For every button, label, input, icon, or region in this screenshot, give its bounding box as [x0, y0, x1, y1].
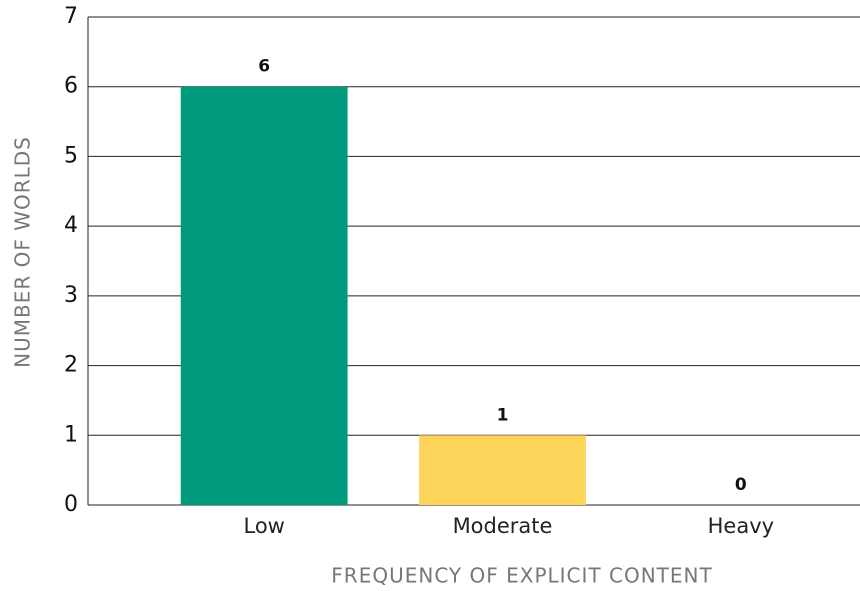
data-label: 1	[497, 405, 509, 425]
x-tick-label: Low	[243, 514, 284, 538]
bar	[419, 435, 586, 505]
x-tick-label: Moderate	[453, 514, 553, 538]
y-tick-label: 3	[64, 283, 78, 308]
y-tick-label: 7	[64, 4, 78, 29]
bar	[180, 86, 348, 505]
data-label: 6	[258, 57, 270, 77]
y-axis-title: NUMBER OF WORLDS	[11, 136, 35, 368]
y-tick-label: 4	[64, 213, 78, 238]
data-label: 0	[735, 475, 747, 495]
x-axis-title: FREQUENCY OF EXPLICIT CONTENT	[331, 564, 712, 588]
y-tick-label: 6	[64, 74, 78, 99]
x-tick-label: Heavy	[708, 514, 774, 538]
y-tick-label: 1	[64, 422, 78, 447]
y-tick-label: 0	[64, 492, 78, 517]
y-tick-label: 5	[64, 143, 78, 168]
y-tick-label: 2	[64, 353, 78, 378]
